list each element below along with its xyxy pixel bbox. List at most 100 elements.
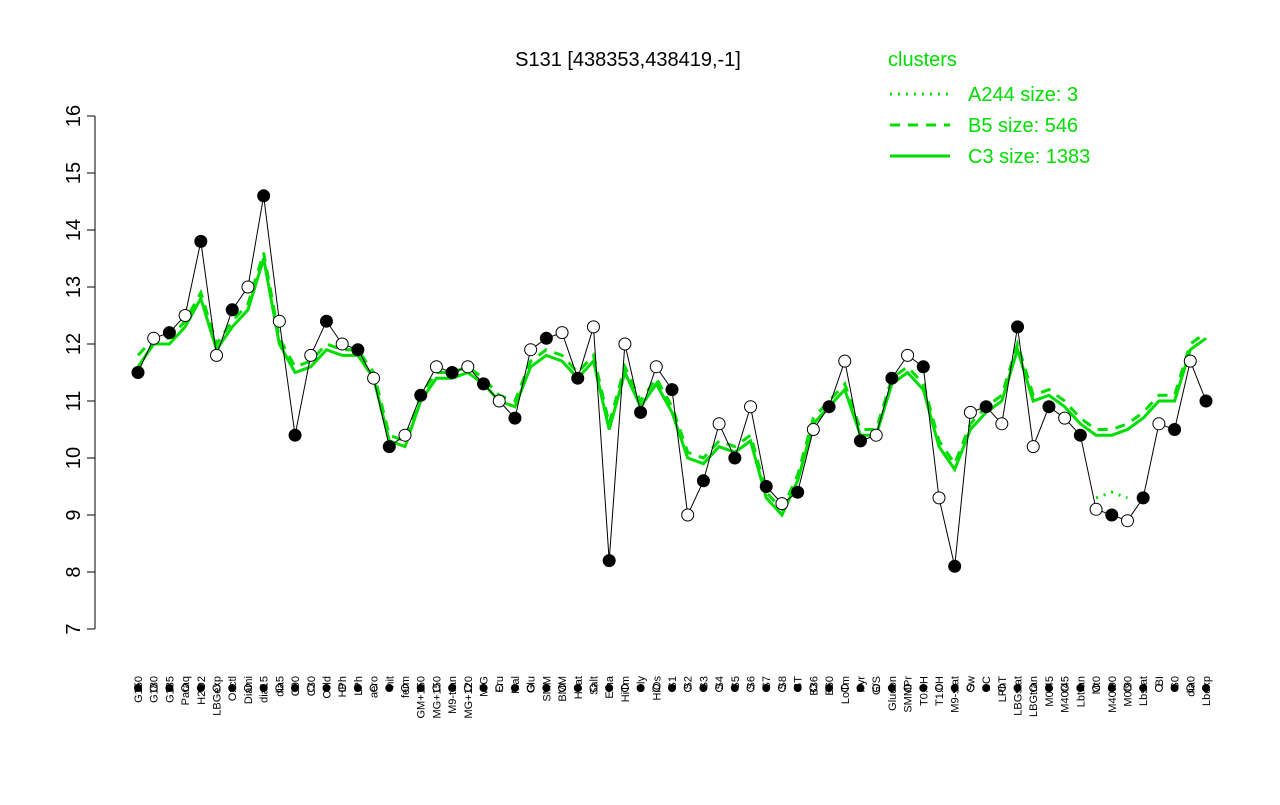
x-tick-label: HPh <box>337 676 349 697</box>
x-tick-label: LoTm <box>840 676 852 704</box>
x-tick-label: M9-tran <box>447 676 459 714</box>
x-tick-label: Heat <box>573 676 585 699</box>
rug-point <box>683 684 692 692</box>
rug-point <box>872 684 881 692</box>
data-point <box>1120 514 1134 528</box>
data-point <box>586 320 600 334</box>
x-tick-label: LBGexp <box>212 676 224 716</box>
data-point <box>806 423 820 436</box>
rug-point <box>856 684 865 692</box>
rug-point <box>526 684 535 692</box>
rug-point <box>1076 684 1085 692</box>
rug-point <box>353 684 362 692</box>
data-point <box>1168 423 1182 436</box>
rug-point <box>1139 684 1148 692</box>
y-tick-label: 9 <box>63 509 85 520</box>
rug-point <box>196 684 205 692</box>
chart-title: S131 [438353,438419,-1] <box>515 49 741 71</box>
rug-point <box>542 684 551 692</box>
rug-point <box>275 684 284 692</box>
data-point <box>649 360 663 374</box>
data-point <box>178 309 192 322</box>
x-tick-label: S5 <box>730 676 742 689</box>
rug-point <box>401 684 409 692</box>
rug-point <box>1107 684 1116 692</box>
x-tick-label: C30 <box>306 676 318 696</box>
data-point <box>1136 491 1150 505</box>
x-tick-label: dia0 <box>1185 676 1197 697</box>
x-tick-label: LPhT <box>997 676 1009 703</box>
rug-point <box>715 684 724 692</box>
y-tick-label: 11 <box>63 391 85 412</box>
data-point <box>304 348 318 362</box>
y-tick-label: 8 <box>63 566 85 577</box>
x-tick-label: GM+150 <box>416 676 428 719</box>
rug-point <box>777 684 786 692</box>
x-tick-label: S3 <box>698 676 710 689</box>
x-tick-label: M0t90 <box>1122 676 1134 707</box>
x-tick-label: G150 <box>133 676 145 703</box>
rug-point <box>997 684 1006 692</box>
data-point <box>241 280 255 294</box>
data-point <box>838 354 852 368</box>
x-tick-label: Lbtran <box>1075 676 1087 707</box>
x-tick-label: LBGstat <box>1013 676 1025 716</box>
data-point <box>335 337 349 351</box>
rug-point <box>573 684 582 692</box>
data-point <box>225 303 239 317</box>
rug-point <box>385 684 394 692</box>
data-point <box>445 366 459 379</box>
data-point <box>869 428 883 442</box>
x-tick-label: Sw <box>965 676 977 691</box>
data-point <box>351 343 365 357</box>
data-point <box>194 234 208 248</box>
rug-point <box>369 684 378 692</box>
x-tick-label: C90 <box>290 676 302 696</box>
x-tick-label: dia5 <box>274 676 286 697</box>
data-point <box>1105 508 1119 522</box>
rug-point <box>495 684 504 692</box>
x-tick-label: MG+120 <box>463 676 475 719</box>
rug-point <box>636 684 645 692</box>
data-point <box>414 388 428 402</box>
rug-point <box>448 684 457 692</box>
data-point <box>916 360 930 374</box>
data-point <box>539 331 553 345</box>
x-tick-label: aero <box>369 676 381 698</box>
rug-point <box>1029 684 1038 692</box>
legend-label: A244 size: 3 <box>968 84 1078 106</box>
data-point <box>257 189 271 203</box>
data-point <box>367 371 381 385</box>
data-point <box>319 314 333 328</box>
rug-point <box>228 684 237 692</box>
data-point <box>477 377 491 391</box>
x-tick-label: BT <box>793 676 805 690</box>
x-tick-label: M9-stat <box>950 676 962 713</box>
x-tick-label: H2O2 <box>196 676 208 705</box>
x-tick-label: M/G <box>479 676 491 697</box>
x-tick-label: ferm <box>400 676 412 698</box>
x-tick-label: Mal <box>510 676 522 694</box>
rug-point <box>322 684 331 692</box>
data-point <box>1042 400 1056 414</box>
legend-label: C3 size: 1383 <box>968 146 1090 168</box>
data-point <box>1026 440 1040 454</box>
x-tick-label: nit <box>384 676 396 688</box>
x-tick-label: Diami <box>243 676 255 704</box>
x-tick-label: Gly <box>636 676 648 693</box>
rug-point <box>903 684 912 692</box>
data-point <box>1073 428 1087 442</box>
y-tick-label: 15 <box>63 162 85 184</box>
rug-point <box>589 684 598 692</box>
rug-point <box>1170 684 1179 692</box>
x-tick-label: BC <box>981 676 993 691</box>
data-point <box>288 428 302 442</box>
rug-point <box>1060 684 1069 692</box>
rug-point <box>243 684 252 692</box>
rug-point <box>510 684 519 692</box>
rug-point <box>558 684 567 692</box>
data-point <box>210 348 224 362</box>
data-point <box>885 371 899 385</box>
rug-point <box>1202 684 1210 692</box>
